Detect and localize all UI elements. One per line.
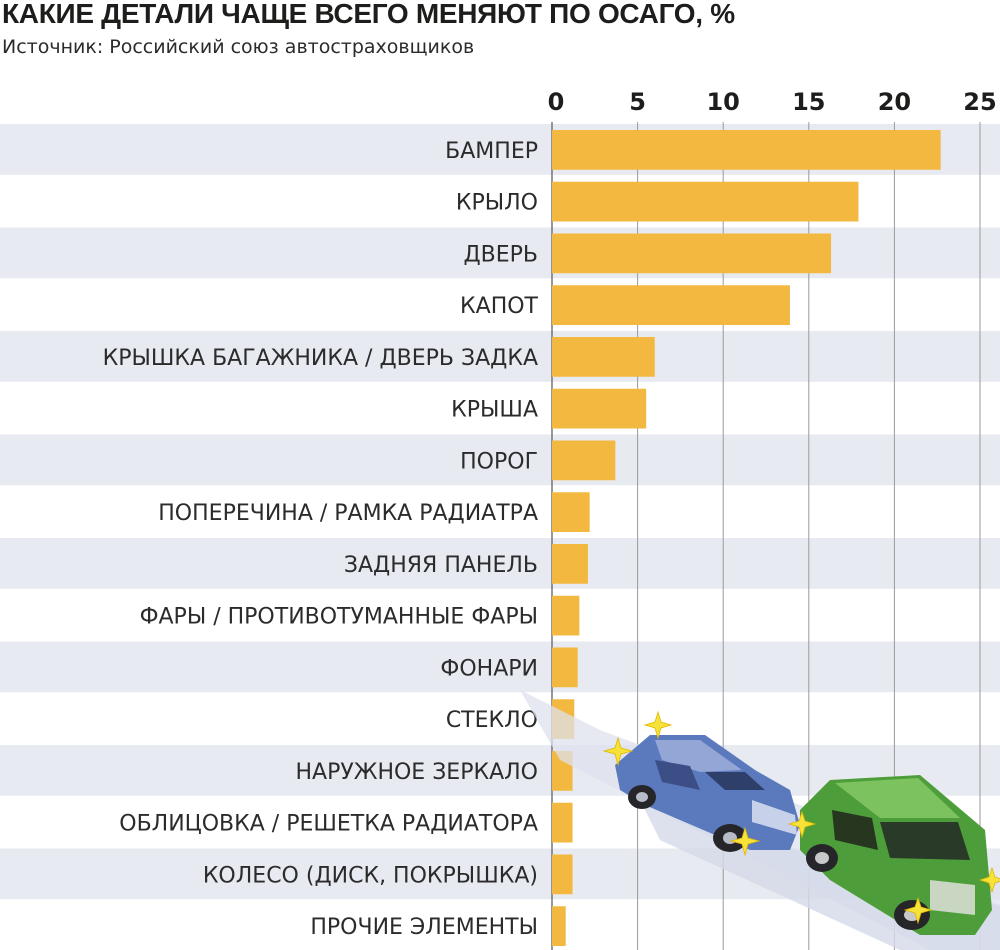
category-label: СТЕКЛО — [446, 708, 538, 733]
row-bands — [0, 124, 1000, 900]
tick-label: 0 — [548, 88, 565, 116]
category-label: КОЛЕСО (ДИСК, ПОКРЫШКА) — [203, 863, 538, 888]
sparkle-icons — [602, 710, 1000, 925]
axis-ticks: 0 5 10 15 20 25 — [548, 88, 997, 116]
category-label: ПОПЕРЕЧИНА / РАМКА РАДИАТРА — [158, 501, 538, 526]
green-car-icon — [800, 775, 992, 935]
bar — [552, 854, 573, 895]
bar — [552, 802, 573, 843]
category-label: ОБЛИЦОВКА / РЕШЕТКА РАДИАТОРА — [119, 812, 538, 837]
row-band — [0, 331, 1000, 382]
category-label: ПРОЧИЕ ЭЛЕМЕНТЫ — [310, 915, 538, 940]
category-label: КРЫША — [451, 398, 538, 423]
category-label: НАРУЖНОЕ ЗЕРКАЛО — [295, 760, 538, 785]
bar — [552, 337, 655, 377]
tick-label: 5 — [629, 88, 646, 116]
tick-label: 20 — [878, 88, 911, 116]
category-label: ПОРОГ — [460, 449, 538, 474]
bar — [552, 440, 616, 481]
category-label: КАПОТ — [460, 294, 539, 319]
category-label: КРЫШКА БАГАЖНИКА / ДВЕРЬ ЗАДКА — [103, 346, 538, 371]
row-band — [0, 227, 1000, 279]
tick-label: 15 — [792, 88, 825, 116]
chart-source: Источник: Российский союз автостраховщик… — [2, 36, 475, 58]
category-label: ФОНАРИ — [440, 656, 538, 681]
bar — [552, 181, 859, 222]
bar — [552, 492, 590, 532]
row-band — [0, 434, 1000, 486]
bar — [552, 388, 647, 429]
category-label: ФАРЫ / ПРОТИВОТУМАННЫЕ ФАРЫ — [140, 605, 538, 630]
bar — [552, 130, 941, 170]
category-label: БАМПЕР — [445, 139, 538, 164]
tick-label: 25 — [963, 88, 996, 116]
chart-title: КАКИЕ ДЕТАЛИ ЧАЩЕ ВСЕГО МЕНЯЮТ ПО ОСАГО,… — [2, 0, 735, 29]
tick-label: 10 — [706, 88, 739, 116]
category-label: КРЫЛО — [456, 191, 538, 216]
category-labels: БАМПЕР КРЫЛО ДВЕРЬ КАПОТ КРЫШКА БАГАЖНИКА / … — [103, 139, 539, 940]
bars — [552, 130, 941, 946]
category-label: ЗАДНЯЯ ПАНЕЛЬ — [344, 553, 538, 578]
category-label: ДВЕРЬ — [463, 242, 538, 267]
bar — [552, 595, 580, 636]
bar — [552, 647, 578, 688]
bar — [552, 544, 588, 584]
row-band — [0, 641, 1000, 693]
cars-illustration — [520, 690, 1000, 950]
bar — [552, 285, 790, 325]
bar — [552, 906, 566, 946]
bar — [552, 233, 832, 274]
blue-car-icon — [615, 735, 800, 852]
row-band — [0, 538, 1000, 589]
